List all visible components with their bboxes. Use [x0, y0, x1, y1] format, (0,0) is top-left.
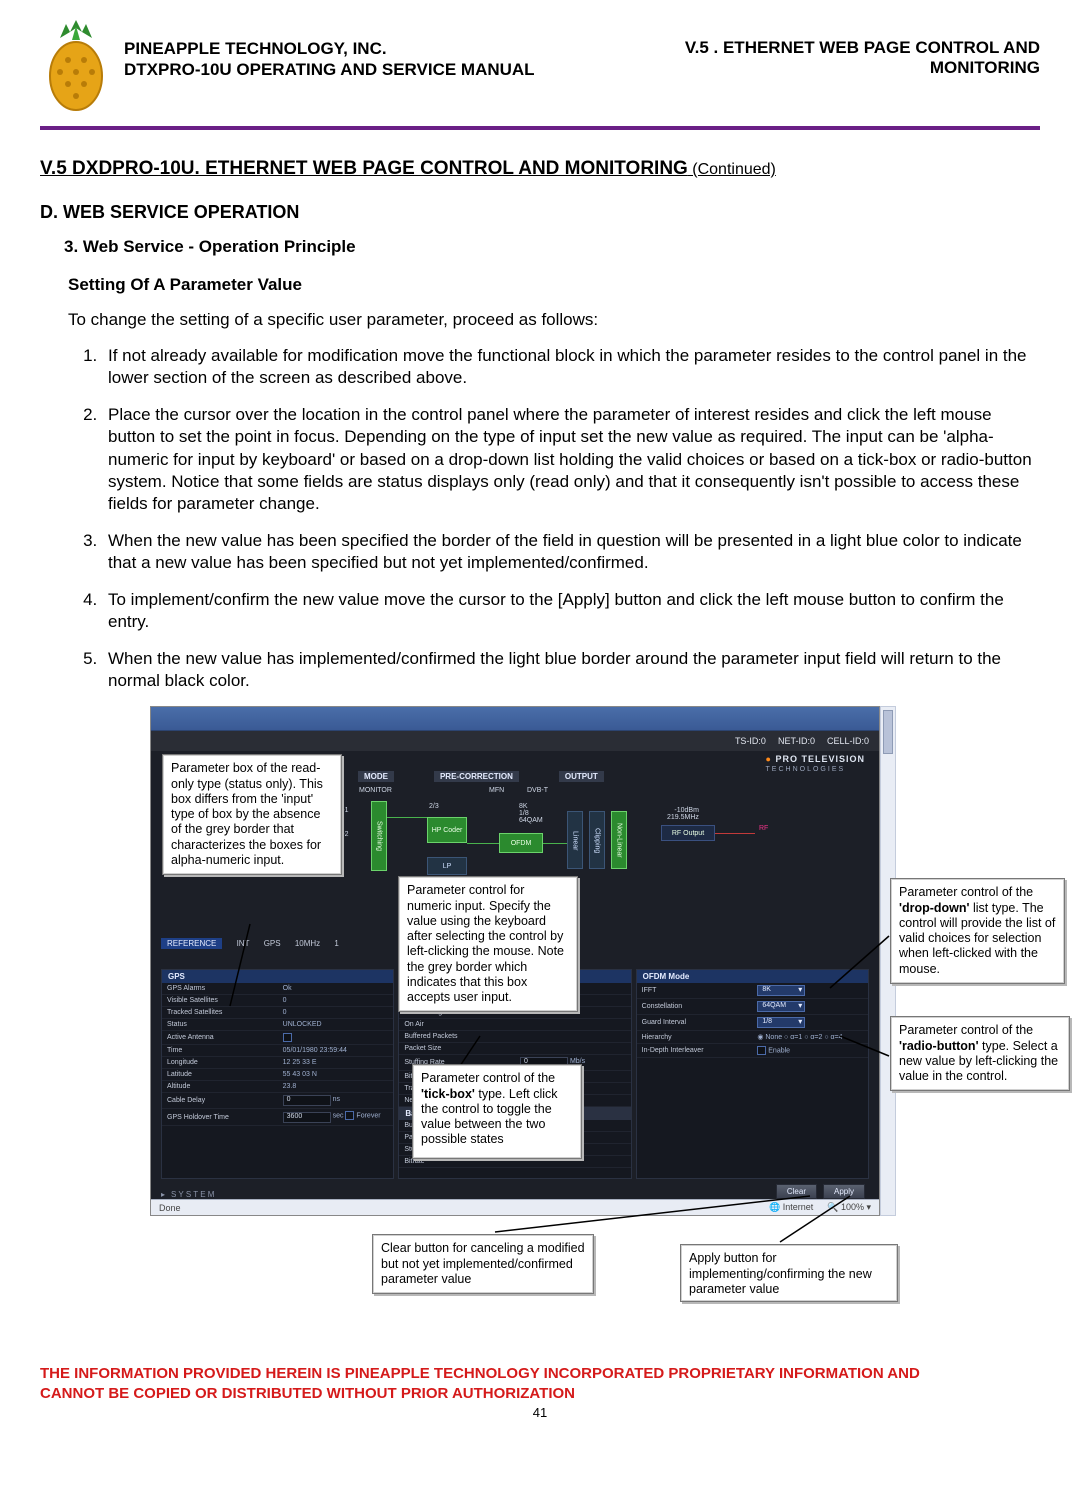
step-item: When the new value has been specified th… [102, 530, 1040, 575]
diagram-label: 2/3 [429, 803, 439, 810]
diagram-block[interactable]: Switching [371, 801, 387, 871]
screenshot-figure: TS-ID:0 NET-ID:0 CELL-ID:0 ● PRO TELEVIS… [150, 706, 880, 1346]
diagram-block[interactable]: LP [427, 857, 467, 875]
browser-statusbar: Done 🌐 Internet 🔍 100% ▾ [151, 1199, 879, 1215]
diagram-label: MFN [489, 787, 504, 794]
constellation-dropdown[interactable]: 64QAM [757, 1001, 805, 1012]
panel-ofdm: OFDM Mode IFFT8K Constellation64QAM Guar… [636, 969, 869, 1179]
window-titlebar [151, 707, 879, 731]
app-topbar: TS-ID:0 NET-ID:0 CELL-ID:0 [151, 731, 879, 751]
active-antenna-checkbox[interactable] [283, 1033, 292, 1042]
callout-radio: Parameter control of the 'radio-button' … [890, 1016, 1070, 1091]
page-footer: THE INFORMATION PROVIDED HEREIN IS PINEA… [40, 1364, 1040, 1425]
header-section: V.5 . ETHERNET WEB PAGE CONTROL AND MONI… [570, 18, 1040, 78]
diagram-line [715, 833, 755, 834]
diagram-line [543, 843, 567, 844]
header-rule [40, 126, 1040, 130]
apply-button[interactable]: Apply [823, 1184, 865, 1199]
status-zoom: 🔍 100% ▾ [827, 1202, 871, 1213]
diagram-label: RF [759, 825, 768, 832]
diagram-block[interactable]: Non-Linear [611, 811, 627, 869]
step-item: To implement/confirm the new value move … [102, 589, 1040, 634]
page-number: 41 [40, 1405, 1040, 1420]
header-manual: DTXPRO-10U OPERATING AND SERVICE MANUAL [124, 59, 558, 80]
cable-delay-input[interactable]: 0 [283, 1095, 331, 1106]
section-title: V.5 DXDPRO-10U. ETHERNET WEB PAGE CONTRO… [40, 158, 688, 180]
callout-tickbox: Parameter control of the 'tick-box' type… [412, 1064, 582, 1159]
cell-id: CELL-ID:0 [827, 736, 869, 746]
reference-bar: REFERENCE INT GPS 10MHz 1 [161, 939, 351, 948]
step-item: When the new value has implemented/confi… [102, 648, 1040, 693]
panel-header: OFDM Mode [637, 970, 868, 983]
button-bar: Clear Apply [776, 1184, 865, 1199]
tab-mode[interactable]: MODE [358, 771, 394, 782]
status-internet: 🌐 Internet [769, 1202, 813, 1213]
steps-list: If not already available for modificatio… [68, 345, 1040, 693]
section-title-cont: (Continued) [688, 161, 776, 178]
diagram-block[interactable]: Linear [567, 811, 583, 869]
net-id: NET-ID:0 [778, 736, 815, 746]
callout-apply: Apply button for implementing/confirming… [680, 1244, 898, 1302]
proprietary-notice-1: THE INFORMATION PROVIDED HEREIN IS PINEA… [40, 1364, 1040, 1383]
gps-table: GPS AlarmsOk Visible Satellites0 Tracked… [162, 983, 393, 1125]
diagram-label: -10dBm219.5MHz [667, 807, 699, 821]
ts-id: TS-ID:0 [735, 736, 766, 746]
callout-dropdown: Parameter control of the 'drop-down' lis… [890, 878, 1065, 984]
panel-header: GPS [162, 970, 393, 983]
hierarchy-radios[interactable]: ◉ None ○ α=1 ○ α=2 ○ α=4 [752, 1031, 868, 1044]
subsection-d: D. WEB SERVICE OPERATION [40, 202, 1040, 223]
step-item: Place the cursor over the location in th… [102, 404, 1040, 516]
diagram-block[interactable]: RF Output [661, 825, 715, 841]
callout-numeric: Parameter control for numeric input. Spe… [398, 876, 578, 1012]
interleaver-checkbox[interactable] [757, 1046, 766, 1055]
diagram-line [467, 843, 499, 844]
clear-button[interactable]: Clear [776, 1184, 817, 1199]
header-company: PINEAPPLE TECHNOLOGY, INC. [124, 38, 558, 59]
step-item: If not already available for modificatio… [102, 345, 1040, 390]
page-header: PINEAPPLE TECHNOLOGY, INC. DTXPRO-10U OP… [40, 18, 1040, 118]
diagram-block[interactable]: OFDM [499, 833, 543, 853]
forever-checkbox[interactable] [345, 1111, 354, 1120]
callout-readonly: Parameter box of the read-only type (sta… [162, 754, 342, 875]
ifft-dropdown[interactable]: 8K [757, 985, 805, 996]
diagram-label: DVB-T [527, 787, 548, 794]
guard-dropdown[interactable]: 1/8 [757, 1017, 805, 1028]
diagram-block[interactable]: HP Coder [427, 817, 467, 843]
tab-precorrection[interactable]: PRE-CORRECTION [434, 771, 519, 782]
diagram-line [387, 817, 427, 818]
diagram-block[interactable]: Clipping [589, 811, 605, 869]
panel-gps: GPS GPS AlarmsOk Visible Satellites0 Tra… [161, 969, 394, 1179]
proprietary-notice-2: CANNOT BE COPIED OR DISTRIBUTED WITHOUT … [40, 1384, 1040, 1403]
system-bar: ▸ S Y S T E M [161, 1190, 214, 1199]
setting-header: Setting Of A Parameter Value [68, 275, 1040, 295]
diagram-label: MONITOR [359, 787, 392, 794]
holdover-input[interactable]: 3600 [283, 1112, 331, 1123]
status-done: Done [159, 1203, 181, 1213]
diagram-label: 8K1/864QAM [519, 803, 543, 824]
callout-clear: Clear button for canceling a modified bu… [372, 1234, 594, 1294]
company-logo [40, 18, 112, 118]
intro-text: To change the setting of a specific user… [68, 309, 1040, 331]
subsection-3: 3. Web Service - Operation Principle [64, 237, 1040, 257]
tab-output[interactable]: OUTPUT [559, 771, 604, 782]
